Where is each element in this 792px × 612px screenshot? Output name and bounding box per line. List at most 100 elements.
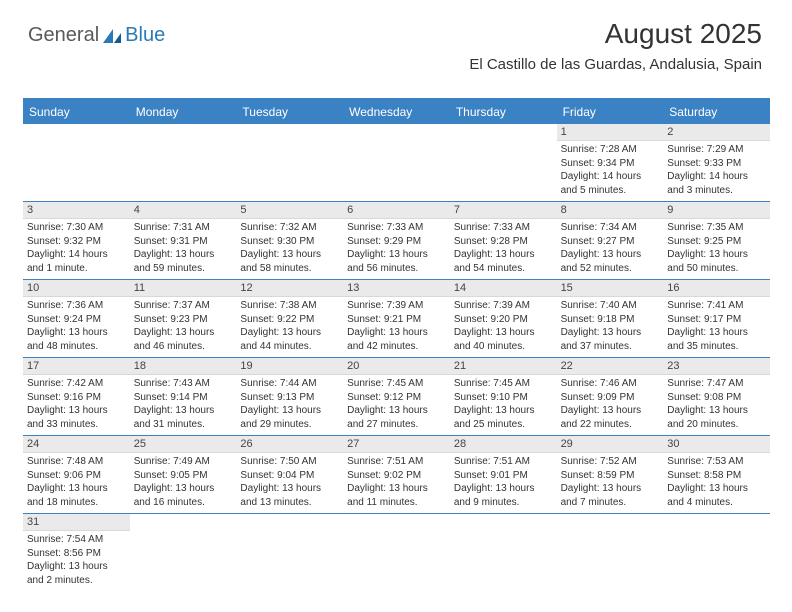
- calendar-week: 3Sunrise: 7:30 AMSunset: 9:32 PMDaylight…: [23, 202, 770, 280]
- calendar-cell-empty: [236, 514, 343, 591]
- sunset-text: Sunset: 9:24 PM: [27, 313, 126, 327]
- calendar-cell: 6Sunrise: 7:33 AMSunset: 9:29 PMDaylight…: [343, 202, 450, 280]
- sunrise-text: Sunrise: 7:40 AM: [561, 299, 660, 313]
- sunrise-text: Sunrise: 7:45 AM: [454, 377, 553, 391]
- day-number: 15: [557, 280, 664, 297]
- day-number: 14: [450, 280, 557, 297]
- day-number: 6: [343, 202, 450, 219]
- calendar-cell-empty: [130, 124, 237, 202]
- daylight-text: Daylight: 13 hours and 42 minutes.: [347, 326, 446, 353]
- day-number: 30: [663, 436, 770, 453]
- daylight-text: Daylight: 13 hours and 11 minutes.: [347, 482, 446, 509]
- calendar-cell: 3Sunrise: 7:30 AMSunset: 9:32 PMDaylight…: [23, 202, 130, 280]
- daylight-text: Daylight: 13 hours and 40 minutes.: [454, 326, 553, 353]
- sunset-text: Sunset: 9:34 PM: [561, 157, 660, 171]
- sunset-text: Sunset: 9:12 PM: [347, 391, 446, 405]
- sunset-text: Sunset: 9:25 PM: [667, 235, 766, 249]
- calendar-cell: 5Sunrise: 7:32 AMSunset: 9:30 PMDaylight…: [236, 202, 343, 280]
- sunset-text: Sunset: 9:22 PM: [240, 313, 339, 327]
- calendar-week: 31Sunrise: 7:54 AMSunset: 8:56 PMDayligh…: [23, 514, 770, 591]
- sunset-text: Sunset: 9:16 PM: [27, 391, 126, 405]
- sunset-text: Sunset: 8:59 PM: [561, 469, 660, 483]
- logo-sail-icon: [101, 27, 123, 45]
- daylight-text: Daylight: 13 hours and 37 minutes.: [561, 326, 660, 353]
- day-number: 16: [663, 280, 770, 297]
- day-details: Sunrise: 7:52 AMSunset: 8:59 PMDaylight:…: [557, 453, 664, 513]
- calendar-cell: 16Sunrise: 7:41 AMSunset: 9:17 PMDayligh…: [663, 280, 770, 358]
- sunset-text: Sunset: 8:58 PM: [667, 469, 766, 483]
- day-details: Sunrise: 7:28 AMSunset: 9:34 PMDaylight:…: [557, 141, 664, 201]
- daylight-text: Daylight: 13 hours and 58 minutes.: [240, 248, 339, 275]
- sunrise-text: Sunrise: 7:31 AM: [134, 221, 233, 235]
- calendar-cell: 22Sunrise: 7:46 AMSunset: 9:09 PMDayligh…: [557, 358, 664, 436]
- calendar-cell-empty: [450, 124, 557, 202]
- sunrise-text: Sunrise: 7:32 AM: [240, 221, 339, 235]
- daylight-text: Daylight: 13 hours and 13 minutes.: [240, 482, 339, 509]
- daylight-text: Daylight: 13 hours and 7 minutes.: [561, 482, 660, 509]
- daylight-text: Daylight: 13 hours and 4 minutes.: [667, 482, 766, 509]
- day-number: 3: [23, 202, 130, 219]
- calendar-cell: 28Sunrise: 7:51 AMSunset: 9:01 PMDayligh…: [450, 436, 557, 514]
- day-details: Sunrise: 7:33 AMSunset: 9:28 PMDaylight:…: [450, 219, 557, 279]
- calendar-week: 24Sunrise: 7:48 AMSunset: 9:06 PMDayligh…: [23, 436, 770, 514]
- sunrise-text: Sunrise: 7:39 AM: [347, 299, 446, 313]
- day-number: 11: [130, 280, 237, 297]
- day-details: Sunrise: 7:46 AMSunset: 9:09 PMDaylight:…: [557, 375, 664, 435]
- day-header-cell: Wednesday: [343, 100, 450, 124]
- sunrise-text: Sunrise: 7:41 AM: [667, 299, 766, 313]
- calendar-cell-empty: [343, 514, 450, 591]
- day-details: Sunrise: 7:48 AMSunset: 9:06 PMDaylight:…: [23, 453, 130, 513]
- sunset-text: Sunset: 9:10 PM: [454, 391, 553, 405]
- day-details: Sunrise: 7:30 AMSunset: 9:32 PMDaylight:…: [23, 219, 130, 279]
- calendar: SundayMondayTuesdayWednesdayThursdayFrid…: [23, 98, 770, 591]
- daylight-text: Daylight: 13 hours and 16 minutes.: [134, 482, 233, 509]
- sunrise-text: Sunrise: 7:29 AM: [667, 143, 766, 157]
- day-details: Sunrise: 7:38 AMSunset: 9:22 PMDaylight:…: [236, 297, 343, 357]
- day-number: 19: [236, 358, 343, 375]
- sunset-text: Sunset: 9:14 PM: [134, 391, 233, 405]
- sunrise-text: Sunrise: 7:52 AM: [561, 455, 660, 469]
- daylight-text: Daylight: 13 hours and 46 minutes.: [134, 326, 233, 353]
- sunset-text: Sunset: 9:05 PM: [134, 469, 233, 483]
- sunrise-text: Sunrise: 7:48 AM: [27, 455, 126, 469]
- day-details: Sunrise: 7:50 AMSunset: 9:04 PMDaylight:…: [236, 453, 343, 513]
- sunrise-text: Sunrise: 7:46 AM: [561, 377, 660, 391]
- calendar-cell: 19Sunrise: 7:44 AMSunset: 9:13 PMDayligh…: [236, 358, 343, 436]
- sunrise-text: Sunrise: 7:33 AM: [454, 221, 553, 235]
- day-details: Sunrise: 7:54 AMSunset: 8:56 PMDaylight:…: [23, 531, 130, 591]
- day-details: Sunrise: 7:45 AMSunset: 9:10 PMDaylight:…: [450, 375, 557, 435]
- day-details: Sunrise: 7:43 AMSunset: 9:14 PMDaylight:…: [130, 375, 237, 435]
- sunrise-text: Sunrise: 7:42 AM: [27, 377, 126, 391]
- day-header-cell: Sunday: [23, 100, 130, 124]
- daylight-text: Daylight: 13 hours and 27 minutes.: [347, 404, 446, 431]
- calendar-cell: 7Sunrise: 7:33 AMSunset: 9:28 PMDaylight…: [450, 202, 557, 280]
- sunrise-text: Sunrise: 7:44 AM: [240, 377, 339, 391]
- header: August 2025 El Castillo de las Guardas, …: [469, 18, 762, 73]
- day-number: 17: [23, 358, 130, 375]
- calendar-day-header: SundayMondayTuesdayWednesdayThursdayFrid…: [23, 100, 770, 124]
- day-number: 25: [130, 436, 237, 453]
- day-number: 29: [557, 436, 664, 453]
- daylight-text: Daylight: 14 hours and 5 minutes.: [561, 170, 660, 197]
- calendar-weeks: 1Sunrise: 7:28 AMSunset: 9:34 PMDaylight…: [23, 124, 770, 591]
- calendar-cell-empty: [23, 124, 130, 202]
- daylight-text: Daylight: 14 hours and 3 minutes.: [667, 170, 766, 197]
- day-details: Sunrise: 7:34 AMSunset: 9:27 PMDaylight:…: [557, 219, 664, 279]
- sunset-text: Sunset: 9:20 PM: [454, 313, 553, 327]
- daylight-text: Daylight: 13 hours and 31 minutes.: [134, 404, 233, 431]
- daylight-text: Daylight: 13 hours and 59 minutes.: [134, 248, 233, 275]
- sunrise-text: Sunrise: 7:54 AM: [27, 533, 126, 547]
- day-number: 27: [343, 436, 450, 453]
- calendar-cell: 26Sunrise: 7:50 AMSunset: 9:04 PMDayligh…: [236, 436, 343, 514]
- day-number: 2: [663, 124, 770, 141]
- sunset-text: Sunset: 9:33 PM: [667, 157, 766, 171]
- day-header-cell: Monday: [130, 100, 237, 124]
- sunrise-text: Sunrise: 7:47 AM: [667, 377, 766, 391]
- day-number: 22: [557, 358, 664, 375]
- calendar-cell: 29Sunrise: 7:52 AMSunset: 8:59 PMDayligh…: [557, 436, 664, 514]
- sunrise-text: Sunrise: 7:30 AM: [27, 221, 126, 235]
- sunset-text: Sunset: 8:56 PM: [27, 547, 126, 561]
- sunset-text: Sunset: 9:21 PM: [347, 313, 446, 327]
- calendar-cell: 1Sunrise: 7:28 AMSunset: 9:34 PMDaylight…: [557, 124, 664, 202]
- sunrise-text: Sunrise: 7:28 AM: [561, 143, 660, 157]
